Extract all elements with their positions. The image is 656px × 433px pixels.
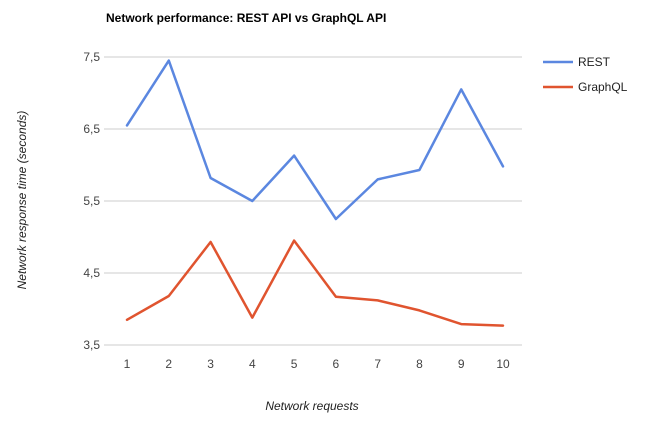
x-tick-label: 4 — [249, 357, 256, 371]
y-tick-label: 4,5 — [83, 266, 100, 280]
y-tick-label: 7,5 — [83, 50, 100, 64]
y-tick-label: 6,5 — [83, 122, 100, 136]
y-axis-label: Network response time (seconds) — [15, 111, 29, 290]
x-tick-label: 5 — [291, 357, 298, 371]
legend-label-graphql: GraphQL — [578, 80, 628, 94]
y-axis-ticks: 3,5 4,5 5,5 6,5 7,5 — [83, 50, 100, 352]
series-line-rest — [125, 59, 505, 221]
x-tick-label: 1 — [124, 357, 131, 371]
grid — [104, 56, 522, 346]
y-tick-label: 5,5 — [83, 194, 100, 208]
x-axis-label: Network requests — [265, 399, 358, 413]
legend-label-rest: REST — [578, 55, 611, 69]
legend: REST GraphQL — [543, 55, 628, 94]
y-tick-label: 3,5 — [83, 338, 100, 352]
series-lines — [125, 59, 505, 327]
x-axis-ticks: 1 2 3 4 5 6 7 8 9 10 — [124, 357, 510, 371]
x-tick-label: 3 — [207, 357, 214, 371]
x-tick-label: 7 — [374, 357, 381, 371]
x-tick-label: 2 — [165, 357, 172, 371]
series-line-graphql — [125, 239, 505, 327]
chart-title: Network performance: REST API vs GraphQL… — [106, 11, 386, 25]
x-tick-label: 10 — [496, 357, 510, 371]
x-tick-label: 9 — [458, 357, 465, 371]
x-tick-label: 8 — [416, 357, 423, 371]
x-tick-label: 6 — [333, 357, 340, 371]
